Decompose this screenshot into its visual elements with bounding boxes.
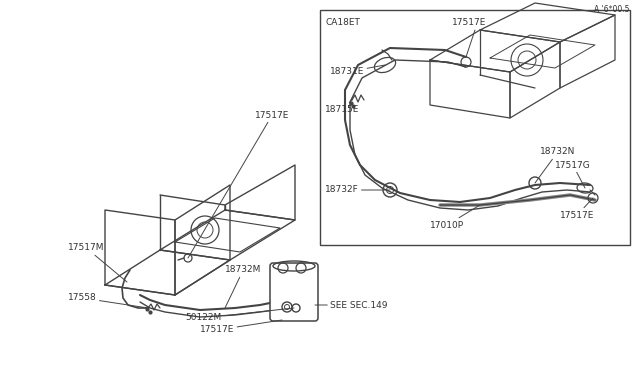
Text: 17517E: 17517E <box>200 320 282 334</box>
Text: 17517E: 17517E <box>188 110 289 258</box>
Text: 17517G: 17517G <box>555 160 591 188</box>
Text: 18732M: 18732M <box>225 266 261 308</box>
Text: 18732F: 18732F <box>325 186 390 195</box>
Text: CA18ET: CA18ET <box>325 18 360 27</box>
FancyBboxPatch shape <box>270 263 318 321</box>
Text: 17517M: 17517M <box>68 244 127 282</box>
Text: 17010P: 17010P <box>430 205 480 230</box>
Text: 50122M: 50122M <box>185 308 294 323</box>
Text: 18731E: 18731E <box>330 65 385 77</box>
Text: 17517E: 17517E <box>560 198 595 219</box>
Text: 18715E: 18715E <box>325 100 360 115</box>
Text: A '6*00.5: A '6*00.5 <box>595 5 630 14</box>
Text: 18732N: 18732N <box>535 148 575 183</box>
Bar <box>320 10 630 245</box>
Text: SEE SEC.149: SEE SEC.149 <box>315 301 387 310</box>
Text: 17558: 17558 <box>68 294 148 308</box>
Text: 17517E: 17517E <box>452 18 486 27</box>
